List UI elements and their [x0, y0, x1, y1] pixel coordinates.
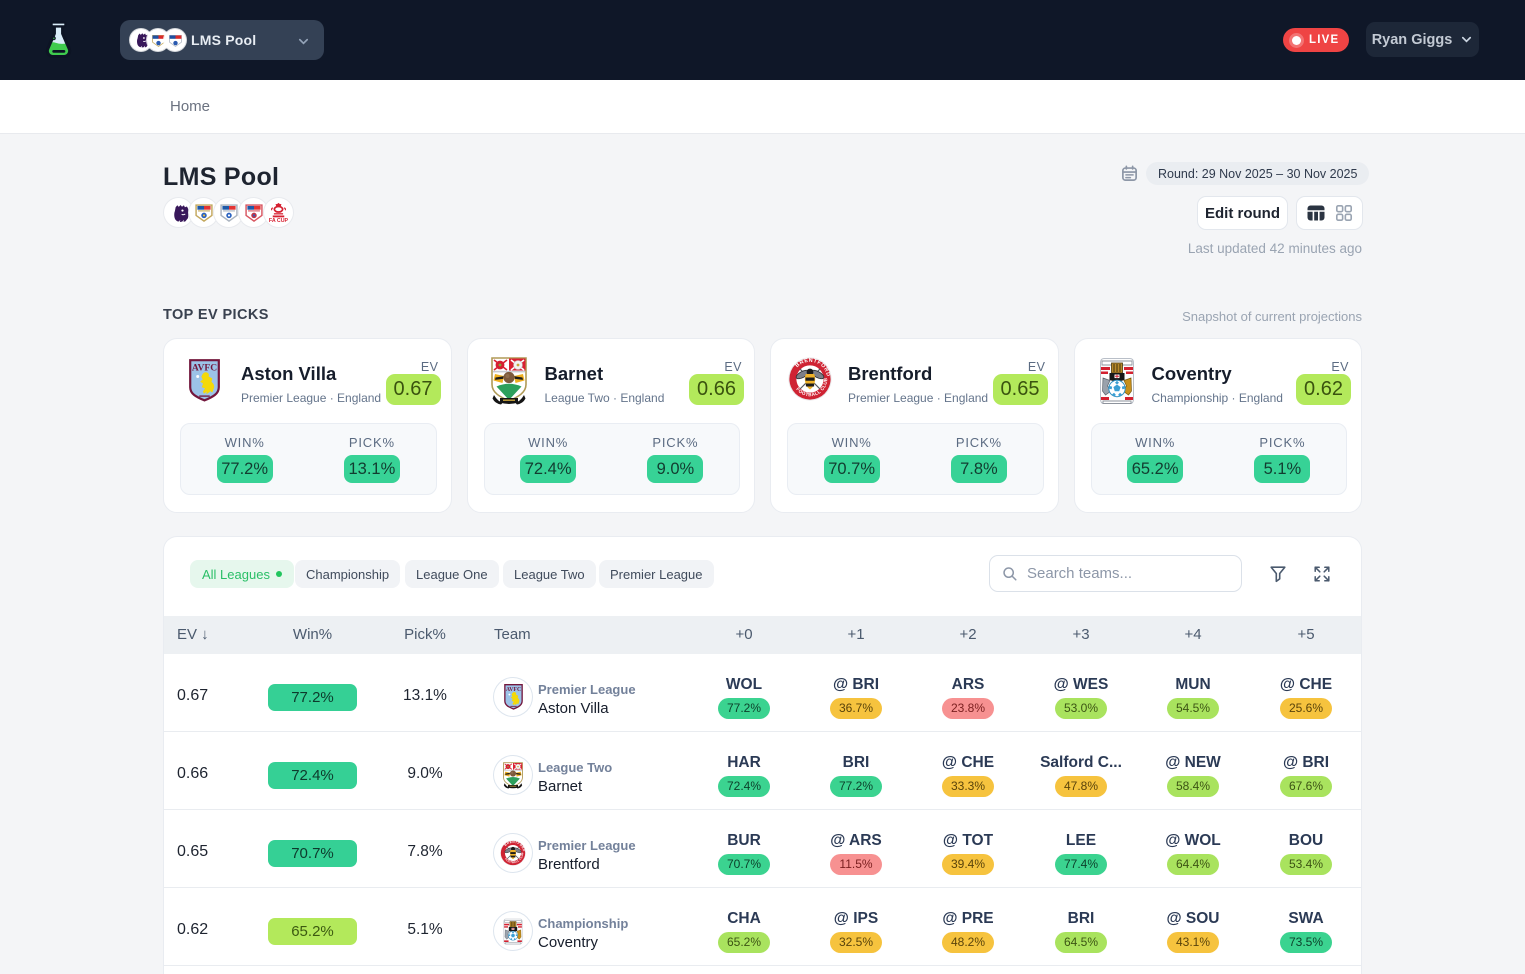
svg-text:FA CUP: FA CUP [269, 218, 289, 224]
